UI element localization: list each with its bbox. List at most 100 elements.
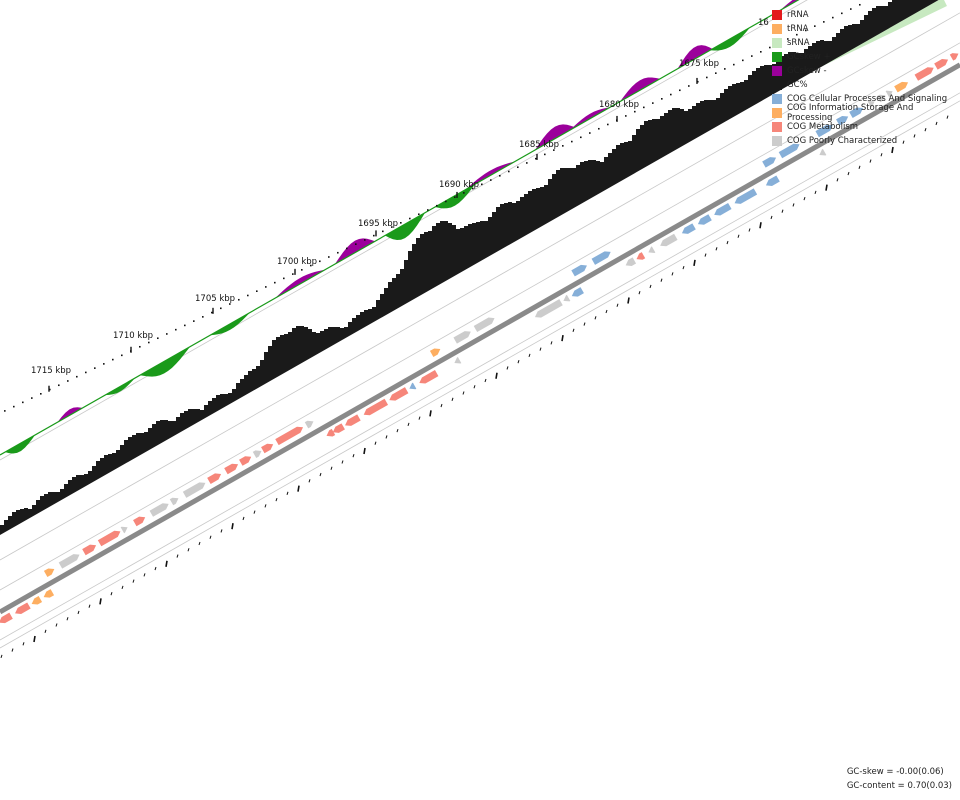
ruler-tick <box>902 140 905 144</box>
ruler-tick <box>286 491 289 495</box>
ruler-tick <box>341 460 344 464</box>
ruler-tick <box>374 441 377 445</box>
cds-feature <box>31 595 43 605</box>
legend-item: rRNA <box>772 8 960 22</box>
cds-arrow <box>120 526 128 534</box>
scale-dot <box>526 162 528 164</box>
ruler-tick <box>209 535 212 539</box>
scale-dot <box>760 51 762 53</box>
scale-dot <box>517 166 519 169</box>
scale-dot <box>364 239 366 241</box>
ruler-tick <box>165 560 168 567</box>
cds-feature <box>815 124 833 138</box>
gc-skew-positive-peak <box>385 212 425 241</box>
legend-label: GCskew + <box>787 52 831 62</box>
cds-feature <box>304 420 314 429</box>
ruler-tick <box>308 479 311 483</box>
cds-feature <box>332 423 345 433</box>
cds-arrow <box>849 107 864 119</box>
cds-arrow <box>563 294 571 302</box>
ruler-tick <box>605 309 608 314</box>
ruler-tick <box>231 523 234 530</box>
cds-feature <box>182 482 206 498</box>
scale-dot <box>688 85 690 87</box>
legend-label: COG Poorly Characterized <box>787 136 898 146</box>
ruler-tick <box>935 121 938 126</box>
scale-dot <box>625 115 627 117</box>
ruler-tick <box>825 184 828 191</box>
cds-arrow <box>149 503 169 517</box>
cds-feature <box>389 387 409 401</box>
scale-dot <box>31 397 33 399</box>
scale-dot <box>229 303 231 305</box>
cds-arrow <box>934 59 949 70</box>
cds-feature <box>571 264 587 277</box>
cds-arrow <box>534 299 563 318</box>
ruler-tick <box>396 428 399 433</box>
cds-feature <box>534 299 563 318</box>
ruler-tick <box>187 548 190 552</box>
ruler-tick <box>297 485 300 492</box>
cds-arrow <box>714 202 732 216</box>
scale-dot <box>418 213 420 216</box>
scale-dot <box>742 59 744 62</box>
ruler-tick <box>550 341 553 345</box>
legend-label: rRNA <box>787 10 809 20</box>
cds-arrow <box>914 67 934 81</box>
ruler-tick <box>528 353 531 358</box>
cds-feature <box>149 503 169 517</box>
ruler-tick <box>220 529 223 533</box>
position-label: 1680 kbp <box>599 100 639 110</box>
scale-dot <box>112 358 114 361</box>
position-label: 1710 kbp <box>113 331 153 341</box>
legend-label: COG Cellular Processes And Signaling <box>787 94 948 104</box>
ruler-tick <box>363 447 366 455</box>
scale-dot <box>166 333 168 335</box>
cds-feature <box>734 188 758 204</box>
track-line <box>0 100 960 649</box>
scale-dot <box>454 196 456 198</box>
scale-dot <box>841 12 843 15</box>
gc-skew-negative-peak <box>677 45 713 69</box>
position-label: 1705 kbp <box>195 294 235 304</box>
cds-feature <box>836 115 849 126</box>
cds-feature <box>625 257 637 266</box>
ruler-tick <box>583 322 586 326</box>
cds-arrow <box>31 595 43 605</box>
legend-swatch <box>772 38 782 48</box>
cds-arrow <box>819 148 827 156</box>
ruler-tick <box>517 360 520 364</box>
cds-arrow <box>876 94 886 103</box>
scale-dot <box>436 204 438 207</box>
ruler-tick <box>616 303 619 307</box>
cds-feature <box>97 530 121 547</box>
ruler-tick <box>946 115 949 119</box>
ruler-tick <box>253 510 256 514</box>
scale-dot <box>859 3 861 6</box>
scale-dot <box>373 234 375 237</box>
scale-dot <box>814 25 816 27</box>
scale-dot <box>283 277 285 280</box>
ruler-tick <box>132 579 135 583</box>
cds-arrow <box>867 100 875 108</box>
ruler-tick <box>770 215 773 220</box>
ruler-tick <box>418 416 421 420</box>
legend-item: GCskew - <box>772 64 960 78</box>
scale-dot <box>247 294 249 297</box>
ruler-tick <box>726 240 729 245</box>
ruler-tick <box>858 165 861 169</box>
legend: rRNA tRNA sRNA GCskew + GCskew - GC% COG Cellu… <box>772 8 960 148</box>
gc-skew-track <box>0 0 947 456</box>
cds-feature <box>15 602 31 614</box>
scale-dot <box>220 307 222 310</box>
ruler-tick <box>440 403 443 408</box>
legend-item: GC% <box>772 78 960 92</box>
ruler-tick <box>330 466 333 470</box>
cds-arrow <box>454 356 462 364</box>
scale-dot <box>850 8 852 10</box>
ruler-tick <box>44 629 47 633</box>
cds-feature <box>363 398 389 416</box>
scale-dot <box>40 393 42 395</box>
ruler-tick <box>143 573 146 577</box>
